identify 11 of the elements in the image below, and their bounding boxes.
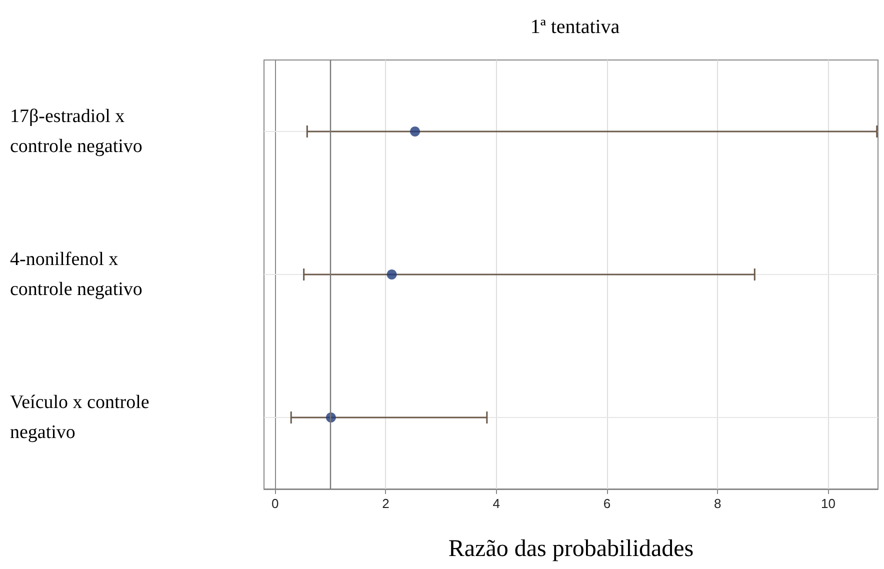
- y-tick-label: 4-nonilfenol x controle negativo: [10, 249, 142, 300]
- x-tick-label: 10: [820, 496, 836, 511]
- x-tick-label: 4: [492, 496, 500, 511]
- y-tick-label: 17β-estradiol x controle negativo: [10, 106, 142, 157]
- x-tick-label: 6: [603, 496, 611, 511]
- y-tick-label: Veículo x controle negativo: [10, 392, 154, 443]
- x-axis-title: Razão das probabilidades: [448, 536, 694, 562]
- x-tick-label: 8: [714, 496, 722, 511]
- x-tick-label: 2: [382, 496, 390, 511]
- x-tick-label: 0: [271, 496, 279, 511]
- chart-title: 1ª tentativa: [530, 16, 620, 38]
